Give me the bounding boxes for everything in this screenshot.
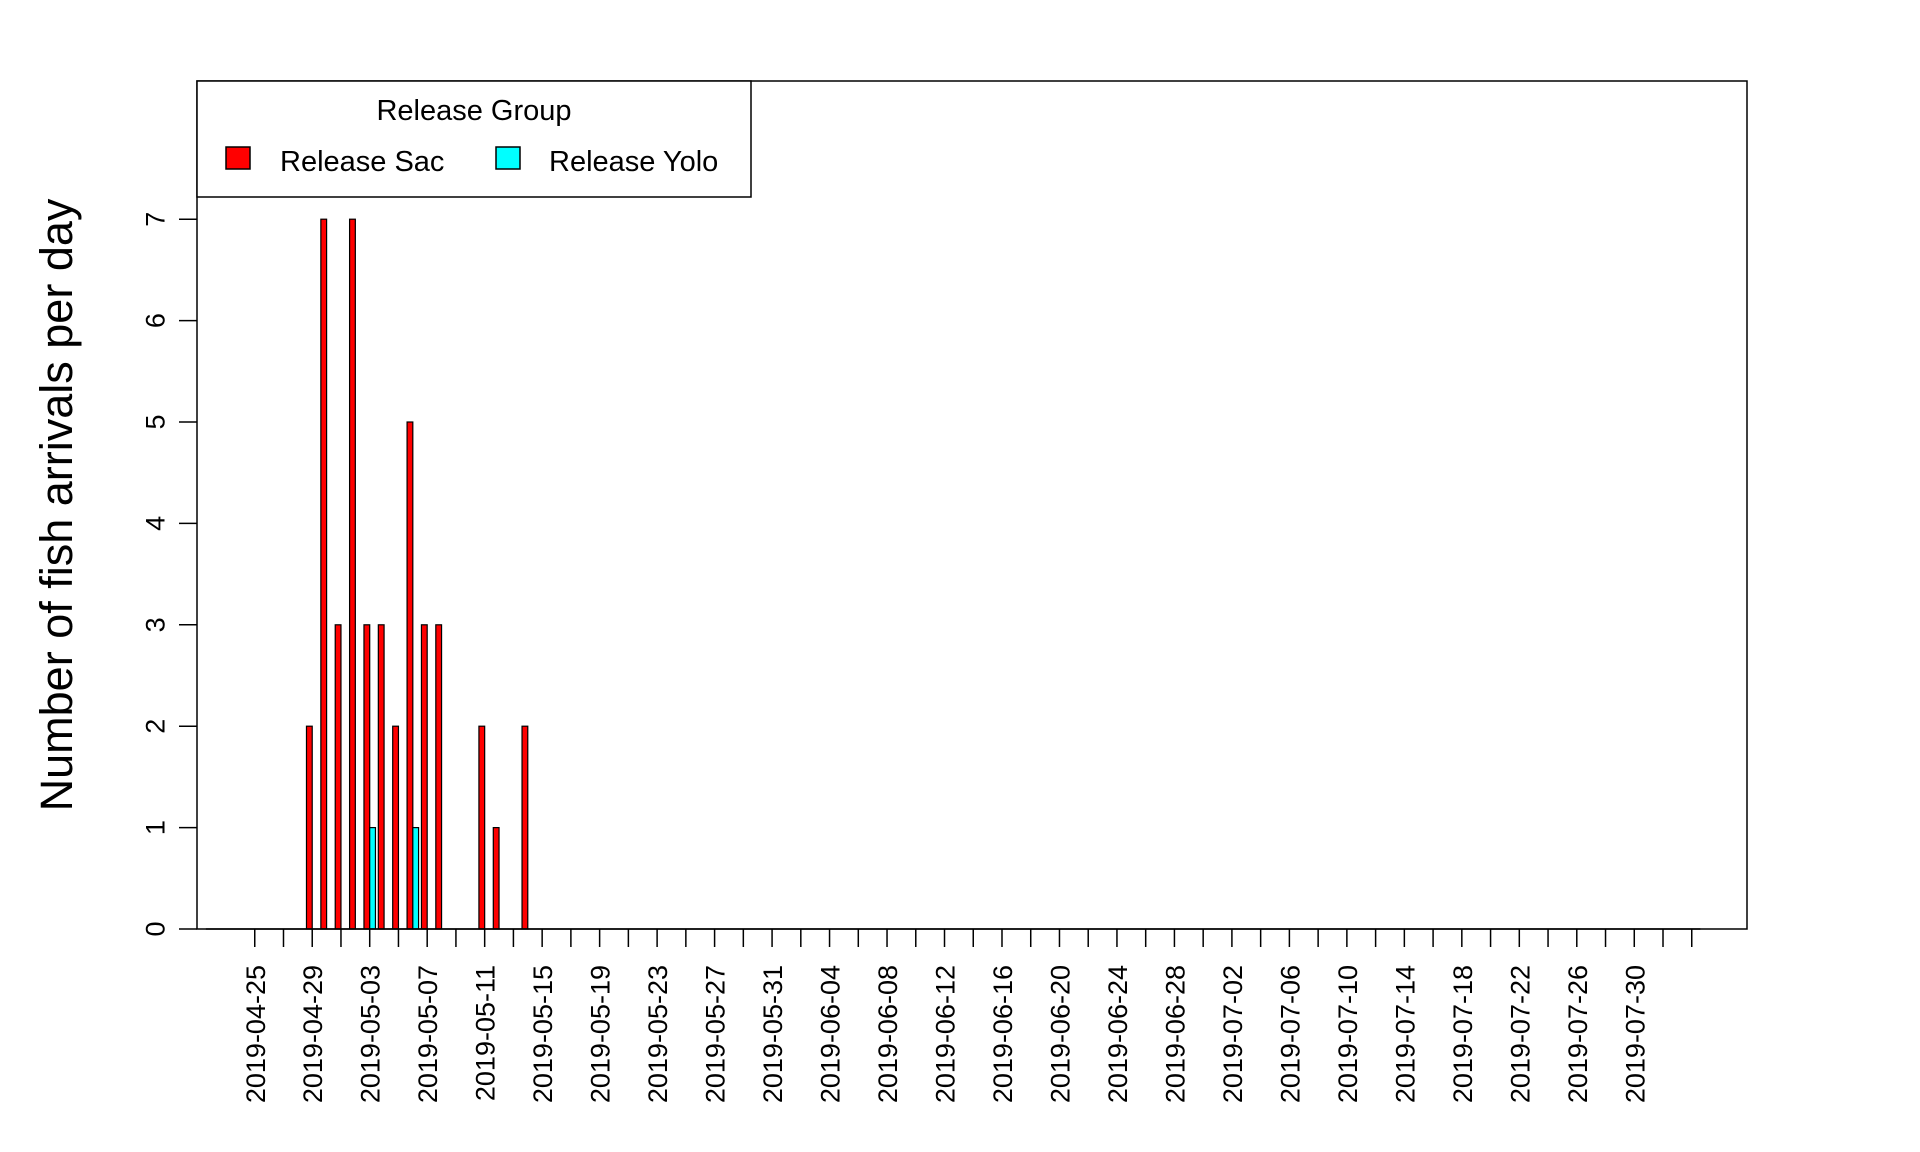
bar-release-sac-2019-05-03 bbox=[363, 624, 371, 930]
x-tick-label-2019-06-24: 2019-06-24 bbox=[1103, 965, 1133, 1103]
x-tick-label-2019-06-28: 2019-06-28 bbox=[1160, 965, 1190, 1103]
x-tick-label-2019-07-10: 2019-07-10 bbox=[1333, 965, 1363, 1103]
x-tick-label-2019-05-23: 2019-05-23 bbox=[643, 965, 673, 1103]
bar-release-sac-2019-04-29 bbox=[305, 725, 313, 930]
y-axis-label: Number of fish arrivals per day bbox=[31, 198, 82, 811]
x-tick-label-2019-07-30: 2019-07-30 bbox=[1620, 965, 1650, 1103]
y-tick-label-7: 7 bbox=[140, 212, 170, 227]
legend-swatch-sac bbox=[225, 146, 251, 170]
x-tick-label-2019-07-26: 2019-07-26 bbox=[1563, 965, 1593, 1103]
x-tick-label-2019-06-04: 2019-06-04 bbox=[816, 965, 846, 1103]
x-tick-label-2019-04-29: 2019-04-29 bbox=[298, 965, 328, 1103]
y-tick-label-2: 2 bbox=[140, 719, 170, 734]
x-tick-label-2019-05-19: 2019-05-19 bbox=[586, 965, 616, 1103]
x-tick-label-2019-07-18: 2019-07-18 bbox=[1448, 965, 1478, 1103]
x-tick-label-2019-06-08: 2019-06-08 bbox=[873, 965, 903, 1103]
x-tick-label-2019-06-16: 2019-06-16 bbox=[988, 965, 1018, 1103]
x-tick-label-2019-05-07: 2019-05-07 bbox=[413, 965, 443, 1103]
legend-box bbox=[196, 80, 752, 198]
y-tick-label-0: 0 bbox=[140, 921, 170, 936]
x-tick-label-2019-07-22: 2019-07-22 bbox=[1505, 965, 1535, 1103]
bar-release-sac-2019-05-06 bbox=[406, 421, 414, 930]
x-tick-label-2019-06-12: 2019-06-12 bbox=[931, 965, 961, 1103]
y-tick-label-1: 1 bbox=[140, 820, 170, 835]
legend: Release Group Release Sac Release Yolo bbox=[196, 80, 752, 198]
y-tick-label-4: 4 bbox=[140, 516, 170, 531]
axes-layer: 0 1 2 3 4 5 6 7 2019-04-25 2019-04-29 2019-05-03 20… bbox=[140, 212, 1701, 1103]
bar-release-sac-2019-05-11 bbox=[478, 725, 486, 930]
bar-release-sac-2019-05-02 bbox=[348, 218, 356, 930]
legend-title: Release Group bbox=[376, 95, 571, 127]
x-tick-label-2019-06-20: 2019-06-20 bbox=[1045, 965, 1075, 1103]
bar-release-yolo-2019-05-03 bbox=[369, 826, 377, 930]
x-tick-label-2019-05-03: 2019-05-03 bbox=[356, 965, 386, 1103]
x-tick-label-2019-05-15: 2019-05-15 bbox=[528, 965, 558, 1103]
y-tick-label-3: 3 bbox=[140, 617, 170, 632]
x-tick-label-2019-05-31: 2019-05-31 bbox=[758, 965, 788, 1103]
bar-release-sac-2019-05-08 bbox=[435, 624, 443, 930]
x-tick-label-2019-04-25: 2019-04-25 bbox=[241, 965, 271, 1103]
legend-label-yolo: Release Yolo bbox=[549, 146, 718, 178]
bar-release-sac-2019-05-07 bbox=[420, 624, 428, 930]
x-tick-label-2019-05-11: 2019-05-11 bbox=[471, 965, 501, 1101]
legend-swatch-yolo bbox=[495, 146, 521, 170]
y-tick-label-6: 6 bbox=[140, 313, 170, 328]
bar-release-sac-2019-04-30 bbox=[320, 218, 328, 930]
x-tick-label-2019-05-27: 2019-05-27 bbox=[701, 965, 731, 1103]
x-tick-label-2019-07-14: 2019-07-14 bbox=[1390, 965, 1420, 1103]
plot-frame bbox=[196, 80, 1748, 930]
bar-release-sac-2019-05-12 bbox=[492, 826, 500, 930]
y-tick-label-5: 5 bbox=[140, 414, 170, 429]
bar-release-sac-2019-05-04 bbox=[377, 624, 385, 930]
x-tick-label-2019-07-06: 2019-07-06 bbox=[1275, 965, 1305, 1103]
x-tick-label-2019-07-02: 2019-07-02 bbox=[1218, 965, 1248, 1103]
bar-release-yolo-2019-05-06 bbox=[412, 826, 420, 930]
legend-label-sac: Release Sac bbox=[280, 146, 444, 178]
bar-release-sac-2019-05-05 bbox=[392, 725, 400, 930]
bar-release-sac-2019-05-14 bbox=[521, 725, 529, 930]
bar-release-sac-2019-05-01 bbox=[334, 624, 342, 930]
